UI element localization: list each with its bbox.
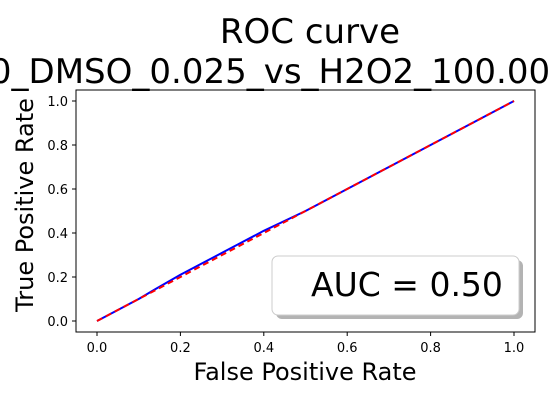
chart-title: ROC curve: [220, 12, 400, 52]
x-axis-ticks: 0.0 0.2 0.4 0.6 0.8 1.0: [87, 332, 525, 356]
chart-subtitle: 0_DMSO_0.025_vs_H2O2_100.00: [0, 52, 550, 92]
plot-frame: [75, 89, 536, 333]
y-tick-label: 0.2: [47, 271, 68, 286]
auc-label: AUC = 0.50: [311, 265, 503, 304]
x-tick-label: 0.6: [337, 341, 358, 356]
y-axis-label: True Positive Rate: [11, 98, 39, 313]
x-axis-label: False Positive Rate: [193, 358, 416, 386]
y-tick-label: 0.8: [47, 139, 68, 154]
auc-annotation: AUC = 0.50: [271, 255, 523, 319]
y-tick-label: 0.6: [47, 183, 68, 198]
chance-line: [96, 100, 515, 322]
y-tick-label: 0.0: [47, 315, 68, 330]
x-tick-label: 0.0: [87, 341, 108, 356]
x-tick-label: 0.2: [170, 341, 191, 356]
x-tick-label: 0.8: [420, 341, 441, 356]
auc-box: [271, 255, 520, 316]
y-axis-ticks: 0.0 0.2 0.4 0.6 0.8 1.0: [47, 95, 76, 330]
y-tick-label: 1.0: [47, 95, 68, 110]
y-tick-label: 0.4: [47, 227, 68, 242]
series-layer: [96, 100, 515, 322]
x-tick-label: 1.0: [504, 341, 525, 356]
x-tick-label: 0.4: [253, 341, 274, 356]
